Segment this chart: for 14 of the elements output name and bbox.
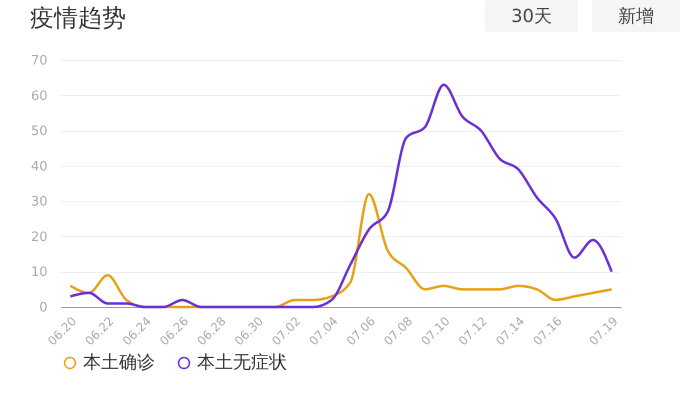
- y-tick-label: 50: [30, 124, 48, 140]
- dropdown-button: 新增: [592, 0, 680, 32]
- chart-title: 疫情趋势: [30, 3, 126, 34]
- legend-label: 本土无症状: [197, 352, 287, 373]
- y-tick-label: 30: [30, 194, 48, 210]
- legend-label: 本土确诊: [83, 352, 155, 373]
- y-tick-label: 40: [30, 159, 48, 174]
- y-tick-label: 20: [30, 230, 48, 245]
- y-tick-label: 60: [30, 88, 48, 104]
- dropdown-button: 30天: [485, 0, 578, 32]
- line-series: [69, 83, 613, 308]
- y-tick-label: 10: [30, 265, 48, 280]
- y-tick-label: 0: [39, 300, 48, 316]
- y-tick-label: 70: [30, 54, 48, 68]
